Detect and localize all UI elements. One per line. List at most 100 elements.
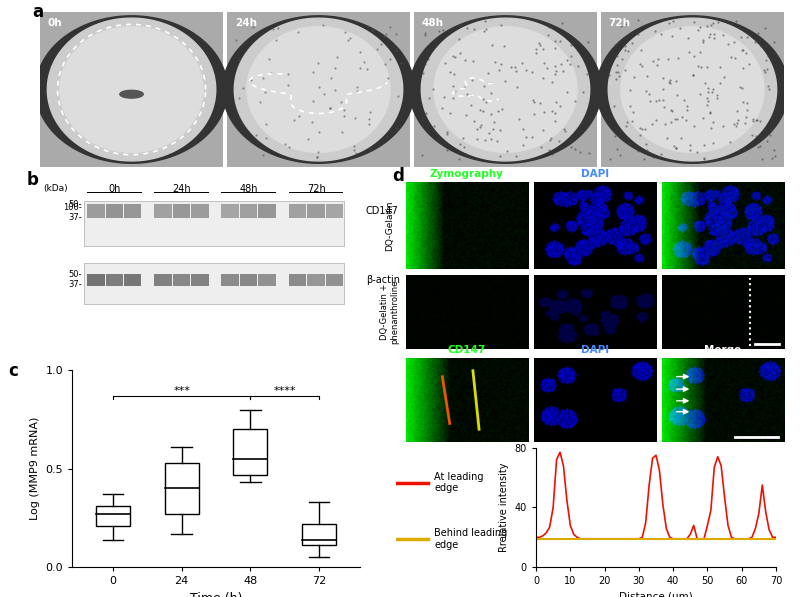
Point [415, 115, 428, 125]
Point [711, 17, 724, 27]
Text: (kDa): (kDa) [43, 184, 68, 193]
Point [306, 118, 318, 127]
Polygon shape [36, 16, 227, 163]
Bar [191, 274, 209, 286]
Point [492, 106, 505, 115]
Point [311, 58, 324, 67]
Point [338, 27, 351, 37]
Point [734, 32, 747, 42]
Point [532, 38, 545, 48]
Point [250, 130, 262, 140]
Point [245, 75, 258, 85]
Point [482, 69, 494, 78]
Point [533, 40, 546, 50]
Point [650, 60, 663, 70]
Point [549, 36, 562, 46]
Point [739, 48, 752, 58]
Point [701, 100, 714, 110]
Point [313, 127, 326, 137]
Bar [240, 204, 258, 218]
Point [447, 81, 460, 90]
Point [470, 125, 483, 134]
Text: At leading
edge: At leading edge [434, 472, 484, 493]
Point [698, 79, 711, 88]
Point [705, 21, 718, 30]
Point [453, 154, 466, 164]
Point [653, 152, 666, 162]
Point [517, 124, 530, 134]
Point [453, 34, 466, 44]
Point [697, 35, 710, 45]
Point [446, 94, 459, 103]
Point [688, 121, 701, 131]
Point [688, 51, 701, 61]
Point [467, 24, 480, 33]
Point [666, 32, 678, 41]
Text: 48h: 48h [240, 184, 258, 194]
Point [717, 121, 730, 131]
Point [390, 123, 402, 133]
Bar [165, 463, 199, 514]
Point [419, 108, 432, 118]
Point [611, 144, 624, 154]
Point [643, 89, 656, 99]
Point [717, 30, 730, 40]
Point [370, 44, 383, 54]
Text: DAPI: DAPI [581, 345, 609, 355]
Point [619, 41, 632, 51]
Point [607, 101, 620, 111]
Point [534, 99, 546, 108]
Bar [124, 204, 142, 218]
Point [757, 66, 770, 75]
Point [357, 58, 370, 67]
Point [680, 101, 693, 111]
Point [627, 72, 640, 82]
Point [730, 119, 743, 128]
Point [537, 45, 550, 54]
Point [478, 16, 491, 26]
Point [768, 151, 781, 161]
Point [758, 23, 771, 33]
Point [338, 105, 350, 115]
Point [494, 151, 506, 161]
Point [382, 73, 394, 83]
Point [624, 85, 637, 95]
Point [702, 88, 714, 97]
Point [754, 116, 766, 126]
Point [556, 19, 569, 28]
Point [614, 150, 626, 160]
Point [684, 145, 697, 155]
Point [670, 76, 682, 85]
Polygon shape [422, 18, 590, 161]
Polygon shape [410, 16, 602, 163]
Point [708, 33, 721, 42]
Bar [87, 204, 105, 218]
Point [557, 125, 570, 134]
Point [498, 76, 511, 86]
Point [510, 82, 523, 91]
Point [458, 55, 471, 64]
Point [278, 140, 291, 149]
Point [538, 107, 551, 117]
Point [683, 47, 696, 57]
Bar [307, 274, 325, 286]
Point [466, 75, 478, 84]
Point [652, 96, 665, 105]
Point [364, 107, 377, 117]
Point [415, 150, 428, 160]
Point [658, 119, 671, 129]
Point [433, 26, 446, 36]
Point [647, 56, 660, 66]
Point [545, 133, 558, 143]
Bar [96, 506, 130, 526]
Point [488, 57, 501, 67]
Point [766, 113, 778, 123]
Point [380, 29, 393, 38]
Point [556, 66, 569, 76]
Point [491, 136, 504, 145]
Polygon shape [234, 18, 402, 161]
Point [762, 84, 775, 94]
Point [694, 47, 706, 57]
Point [377, 31, 390, 41]
Point [283, 143, 296, 152]
